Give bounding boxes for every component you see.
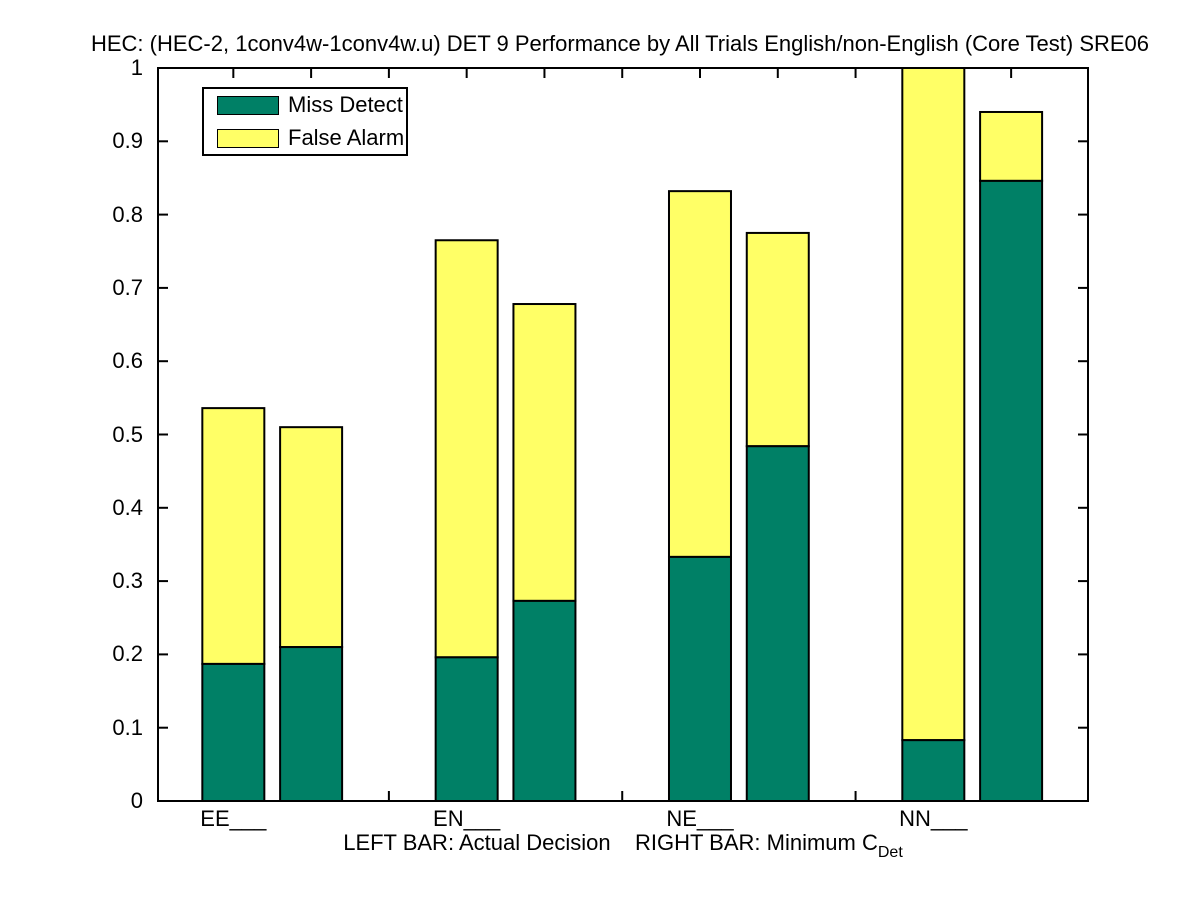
legend-label-false-alarm: False Alarm [288,125,405,150]
chart-title: HEC: (HEC-2, 1conv4w-1conv4w.u) DET 9 Pe… [90,31,1150,56]
legend-swatch-miss-detect [217,95,279,115]
bar-false-alarm-NN___-right [979,110,1044,182]
bar-miss-detect-EE___-left [201,662,266,803]
y-tick-label: 0.4 [112,494,143,520]
bar-false-alarm-NE___-left [667,190,732,558]
y-tick-label: 0.5 [112,421,143,447]
x-axis-label-subscript: Det [877,844,903,861]
bar-false-alarm-EN___-right [512,303,577,602]
x-axis-label: LEFT BAR: Actual Decision RIGHT BAR: Min… [0,830,1201,862]
y-tick-label: 0.3 [112,568,143,594]
bar-false-alarm-NN___-left [901,67,966,742]
x-tick-label: EN___ [433,806,501,831]
bar-false-alarm-NE___-right [745,231,810,448]
legend-label-miss-detect: Miss Detect [288,92,403,117]
bar-false-alarm-EN___-left [434,239,499,659]
legend-row-miss-detect: Miss Detect [217,92,406,118]
legend-swatch-false-alarm [217,128,279,148]
y-tick-label: 0.9 [112,128,143,154]
legend: Miss Detect False Alarm [202,87,408,156]
y-tick-label: 0.6 [112,348,143,374]
x-tick-label: NE___ [666,806,734,831]
y-tick-label: 0.7 [112,274,143,300]
bar-miss-detect-NE___-left [667,555,732,803]
y-tick-label: 0.1 [112,714,143,740]
bar-miss-detect-NN___-right [979,179,1044,802]
y-tick-label: 0 [130,788,143,813]
legend-row-false-alarm: False Alarm [217,125,406,151]
axes-box [157,67,1089,802]
y-tick-label: 1 [130,55,143,80]
bar-miss-detect-EN___-left [434,656,499,802]
y-tick-label: 0.8 [112,201,143,227]
y-tick-label: 0.2 [112,641,143,667]
bar-false-alarm-EE___-left [201,407,266,665]
bar-false-alarm-EE___-right [279,426,344,649]
x-tick-label: NN___ [899,806,968,831]
bar-miss-detect-EN___-right [512,599,577,802]
x-tick-label: EE___ [200,806,267,831]
bar-miss-detect-EE___-right [279,646,344,802]
x-axis-label-main: LEFT BAR: Actual Decision RIGHT BAR: Min… [343,830,878,855]
bar-miss-detect-NE___-right [745,445,810,802]
bar-miss-detect-NN___-left [901,739,966,803]
